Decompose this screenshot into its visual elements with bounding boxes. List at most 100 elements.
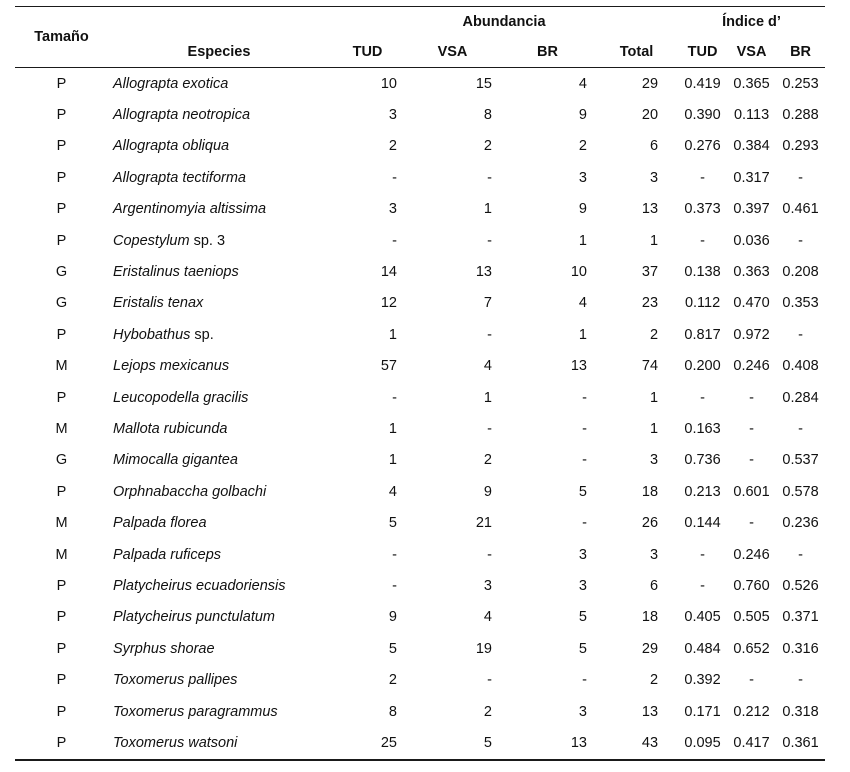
table-header: Tamaño Abundancia Índice d’ Especies TUD…: [15, 6, 826, 68]
cell-indice-vsa: 0.246: [733, 358, 770, 375]
cell-species: Toxomerus pallipes: [108, 664, 330, 695]
cell-abundancia-tud: -: [392, 169, 397, 186]
cell-abundancia-total: 23: [641, 295, 659, 312]
species-name-italic: Allograpta neotropica: [113, 107, 251, 124]
table-row: G Eristalis tenax 12 7 4 23 0.112 0.470 …: [15, 288, 825, 319]
table-row: P Allograpta tectiforma - - 3 3 - 0.317 …: [15, 162, 825, 193]
cell-indice-tud: -: [700, 577, 705, 594]
cell-indice-tud: 0.138: [684, 264, 721, 281]
cell-abundancia-br: 10: [570, 264, 587, 281]
cell-indice-br: -: [798, 672, 803, 689]
cell-abundancia-vsa: -: [487, 546, 492, 563]
cell-indice-vsa: 0.505: [733, 609, 770, 626]
cell-indice-tud: -: [700, 546, 705, 563]
cell-size: P: [56, 138, 67, 155]
cell-size: P: [56, 326, 67, 343]
table-row: P Toxomerus pallipes 2 - - 2 0.392 - -: [15, 664, 825, 695]
species-name-italic: Syrphus shorae: [113, 640, 215, 657]
header-especies: Especies: [108, 37, 330, 68]
species-name-suffix: sp. 3: [189, 232, 226, 249]
cell-abundancia-vsa: 1: [483, 201, 492, 218]
cell-size: P: [56, 389, 67, 406]
cell-indice-tud: 0.144: [684, 515, 721, 532]
cell-abundancia-br: 3: [578, 169, 587, 186]
cell-size: P: [56, 672, 67, 689]
cell-abundancia-total: 1: [649, 389, 659, 406]
cell-indice-vsa: 0.365: [733, 75, 770, 92]
cell-size: P: [56, 609, 67, 626]
table-row: G Eristalinus taeniops 14 13 10 37 0.138…: [15, 256, 825, 287]
cell-abundancia-total: 37: [641, 264, 659, 281]
cell-abundancia-total: 2: [649, 672, 659, 689]
cell-species: Allograpta tectiforma: [108, 162, 330, 193]
cell-abundancia-tud: 4: [388, 483, 397, 500]
table-row: P Syrphus shorae 5 19 5 29 0.484 0.652 0…: [15, 633, 825, 664]
cell-indice-vsa: -: [749, 420, 754, 437]
cell-abundancia-br: 4: [578, 75, 587, 92]
species-name-italic: Allograpta tectiforma: [113, 169, 246, 186]
table-row: P Toxomerus watsoni 25 5 13 43 0.095 0.4…: [15, 727, 825, 759]
cell-abundancia-br: -: [582, 672, 587, 689]
cell-indice-tud: 0.200: [684, 358, 721, 375]
cell-abundancia-total: 18: [641, 609, 659, 626]
cell-abundancia-total: 29: [641, 75, 659, 92]
table-row: P Allograpta exotica 10 15 4 29 0.419 0.…: [15, 68, 825, 100]
cell-species: Eristalis tenax: [108, 288, 330, 319]
cell-size: G: [55, 452, 68, 469]
cell-size: P: [56, 201, 67, 218]
cell-indice-tud: 0.373: [684, 201, 721, 218]
table-row: P Copestylum sp. 3 - - 1 1 - 0.036 -: [15, 225, 825, 256]
cell-indice-vsa: 0.397: [733, 201, 770, 218]
cell-abundancia-tud: -: [392, 577, 397, 594]
cell-abundancia-tud: -: [392, 546, 397, 563]
cell-abundancia-vsa: 2: [483, 452, 492, 469]
cell-indice-br: 0.578: [782, 483, 819, 500]
cell-indice-br: 0.371: [782, 609, 819, 626]
cell-abundancia-br: 9: [578, 107, 587, 124]
cell-abundancia-total: 18: [641, 483, 659, 500]
cell-abundancia-br: 9: [578, 201, 587, 218]
species-name-italic: Toxomerus watsoni: [113, 734, 238, 751]
cell-abundancia-tud: 1: [388, 452, 397, 469]
cell-abundancia-total: 1: [649, 420, 659, 437]
cell-abundancia-tud: 25: [380, 734, 397, 751]
table-body: P Allograpta exotica 10 15 4 29 0.419 0.…: [15, 68, 825, 760]
cell-abundancia-vsa: -: [487, 672, 492, 689]
table-row: M Palpada florea 5 21 - 26 0.144 - 0.236: [15, 507, 825, 538]
cell-abundancia-total: 26: [641, 515, 659, 532]
cell-size: P: [56, 107, 67, 124]
species-name-italic: Toxomerus pallipes: [113, 672, 238, 689]
cell-size: M: [55, 358, 68, 375]
cell-abundancia-total: 13: [641, 201, 659, 218]
table-row: P Argentinomyia altissima 3 1 9 13 0.373…: [15, 194, 825, 225]
cell-indice-tud: -: [700, 169, 705, 186]
cell-abundancia-total: 20: [641, 107, 659, 124]
cell-abundancia-br: 5: [578, 609, 587, 626]
cell-species: Leucopodella gracilis: [108, 382, 330, 413]
cell-abundancia-tud: 2: [388, 138, 397, 155]
cell-abundancia-vsa: -: [487, 326, 492, 343]
cell-abundancia-tud: 3: [388, 201, 397, 218]
cell-size: P: [56, 703, 67, 720]
species-name-italic: Toxomerus paragrammus: [113, 703, 278, 720]
cell-abundancia-vsa: 15: [475, 75, 492, 92]
cell-species: Allograpta obliqua: [108, 131, 330, 162]
cell-species: Argentinomyia altissima: [108, 194, 330, 225]
cell-size: G: [55, 264, 68, 281]
cell-abundancia-br: -: [582, 452, 587, 469]
cell-species: Lejops mexicanus: [108, 351, 330, 382]
cell-abundancia-tud: 1: [388, 326, 397, 343]
cell-abundancia-tud: 8: [388, 703, 397, 720]
cell-abundancia-total: 74: [641, 358, 659, 375]
cell-indice-br: -: [798, 169, 803, 186]
cell-abundancia-total: 2: [649, 326, 659, 343]
cell-abundancia-br: 13: [570, 734, 587, 751]
cell-species: Syrphus shorae: [108, 633, 330, 664]
cell-indice-br: -: [798, 232, 803, 249]
cell-abundancia-vsa: -: [487, 420, 492, 437]
cell-indice-br: 0.208: [782, 264, 819, 281]
cell-indice-tud: 0.405: [684, 609, 721, 626]
header-indice-tud: TUD: [678, 37, 728, 68]
cell-species: Allograpta exotica: [108, 68, 330, 100]
cell-indice-br: 0.293: [782, 138, 819, 155]
